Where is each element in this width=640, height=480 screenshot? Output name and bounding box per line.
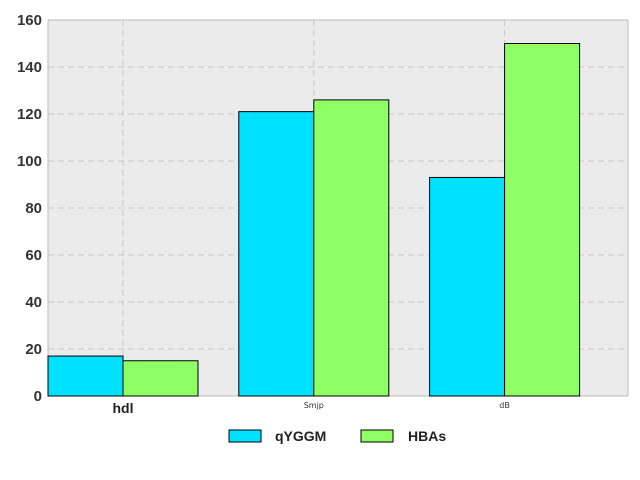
x-tick-label: hdl <box>113 400 134 416</box>
x-tick-label: Smjp <box>304 401 324 410</box>
legend-label: qYGGM <box>275 428 326 444</box>
y-tick-label: 160 <box>17 12 42 29</box>
x-tick-label: dB <box>499 401 510 410</box>
legend-swatch-qYGGM <box>228 429 262 443</box>
bar-HBAs-dB <box>504 43 581 397</box>
bar-qYGGM-dB <box>429 176 506 397</box>
y-tick-label: 40 <box>25 294 42 311</box>
bars <box>47 43 581 397</box>
y-tick-label: 20 <box>25 341 42 358</box>
y-tick-label: 0 <box>34 388 42 405</box>
y-tick-label: 100 <box>17 153 42 170</box>
bar-HBAs-hdl <box>122 360 199 397</box>
legend: qYGGM HBAs <box>228 428 446 444</box>
bar-HBAs-Smjp <box>313 99 390 397</box>
y-tick-label: 140 <box>17 59 42 76</box>
legend-label: HBAs <box>408 428 446 444</box>
y-tick-label: 80 <box>25 200 42 217</box>
bar-qYGGM-Smjp <box>238 111 315 397</box>
legend-swatch-HBAs <box>360 429 394 443</box>
y-axis-ticks: 0 20 40 60 80 100 120 140 160 <box>17 12 42 405</box>
y-tick-label: 60 <box>25 247 42 264</box>
x-axis-ticks: hdl Smjp dB <box>113 400 510 416</box>
y-tick-label: 120 <box>17 106 42 123</box>
bar-qYGGM-hdl <box>47 355 124 397</box>
